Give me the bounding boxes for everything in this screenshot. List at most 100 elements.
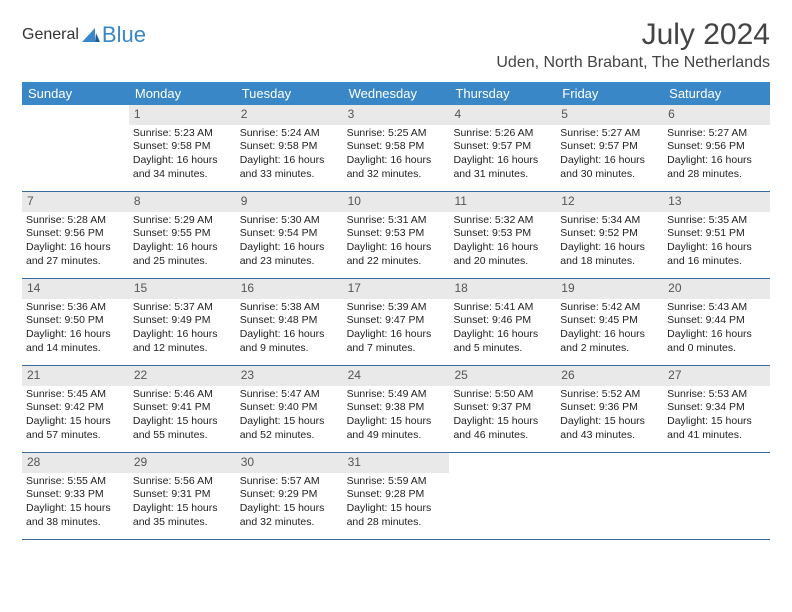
dow-tuesday: Tuesday — [236, 82, 343, 105]
day-cell: 11Sunrise: 5:32 AMSunset: 9:53 PMDayligh… — [449, 192, 556, 278]
sunset-text: Sunset: 9:55 PM — [133, 227, 232, 241]
day-cell: 10Sunrise: 5:31 AMSunset: 9:53 PMDayligh… — [343, 192, 450, 278]
day-cell: 31Sunrise: 5:59 AMSunset: 9:28 PMDayligh… — [343, 453, 450, 539]
daylight-text: Daylight: 16 hours and 12 minutes. — [133, 328, 232, 355]
day-number: 10 — [343, 192, 450, 212]
daylight-text: Daylight: 16 hours and 22 minutes. — [347, 241, 446, 268]
week-row: 28Sunrise: 5:55 AMSunset: 9:33 PMDayligh… — [22, 453, 770, 540]
day-cell: 17Sunrise: 5:39 AMSunset: 9:47 PMDayligh… — [343, 279, 450, 365]
dow-thursday: Thursday — [449, 82, 556, 105]
daylight-text: Daylight: 15 hours and 43 minutes. — [560, 415, 659, 442]
sunrise-text: Sunrise: 5:36 AM — [26, 301, 125, 315]
day-number: 26 — [556, 366, 663, 386]
daylight-text: Daylight: 15 hours and 38 minutes. — [26, 502, 125, 529]
sunset-text: Sunset: 9:50 PM — [26, 314, 125, 328]
sunrise-text: Sunrise: 5:47 AM — [240, 388, 339, 402]
daylight-text: Daylight: 15 hours and 49 minutes. — [347, 415, 446, 442]
day-number: 1 — [129, 105, 236, 125]
month-title: July 2024 — [496, 18, 770, 52]
dow-sunday: Sunday — [22, 82, 129, 105]
sunrise-text: Sunrise: 5:27 AM — [560, 127, 659, 141]
daylight-text: Daylight: 16 hours and 7 minutes. — [347, 328, 446, 355]
daylight-text: Daylight: 16 hours and 32 minutes. — [347, 154, 446, 181]
day-cell: 24Sunrise: 5:49 AMSunset: 9:38 PMDayligh… — [343, 366, 450, 452]
daylight-text: Daylight: 16 hours and 33 minutes. — [240, 154, 339, 181]
daylight-text: Daylight: 15 hours and 41 minutes. — [667, 415, 766, 442]
sunrise-text: Sunrise: 5:38 AM — [240, 301, 339, 315]
sunset-text: Sunset: 9:53 PM — [347, 227, 446, 241]
daylight-text: Daylight: 16 hours and 0 minutes. — [667, 328, 766, 355]
daylight-text: Daylight: 16 hours and 27 minutes. — [26, 241, 125, 268]
sunrise-text: Sunrise: 5:46 AM — [133, 388, 232, 402]
sunset-text: Sunset: 9:54 PM — [240, 227, 339, 241]
day-number: 20 — [663, 279, 770, 299]
day-number: 13 — [663, 192, 770, 212]
day-cell: 27Sunrise: 5:53 AMSunset: 9:34 PMDayligh… — [663, 366, 770, 452]
day-body: Sunrise: 5:50 AMSunset: 9:37 PMDaylight:… — [449, 386, 556, 449]
day-cell: 2Sunrise: 5:24 AMSunset: 9:58 PMDaylight… — [236, 105, 343, 191]
day-cell: 20Sunrise: 5:43 AMSunset: 9:44 PMDayligh… — [663, 279, 770, 365]
sunrise-text: Sunrise: 5:39 AM — [347, 301, 446, 315]
sunrise-text: Sunrise: 5:43 AM — [667, 301, 766, 315]
day-body: Sunrise: 5:43 AMSunset: 9:44 PMDaylight:… — [663, 299, 770, 362]
day-body: Sunrise: 5:53 AMSunset: 9:34 PMDaylight:… — [663, 386, 770, 449]
day-cell: 22Sunrise: 5:46 AMSunset: 9:41 PMDayligh… — [129, 366, 236, 452]
daylight-text: Daylight: 15 hours and 55 minutes. — [133, 415, 232, 442]
sunset-text: Sunset: 9:53 PM — [453, 227, 552, 241]
sunset-text: Sunset: 9:56 PM — [26, 227, 125, 241]
day-body: Sunrise: 5:32 AMSunset: 9:53 PMDaylight:… — [449, 212, 556, 275]
sunrise-text: Sunrise: 5:27 AM — [667, 127, 766, 141]
calendar: Sunday Monday Tuesday Wednesday Thursday… — [22, 82, 770, 540]
day-cell: 19Sunrise: 5:42 AMSunset: 9:45 PMDayligh… — [556, 279, 663, 365]
day-cell: 29Sunrise: 5:56 AMSunset: 9:31 PMDayligh… — [129, 453, 236, 539]
day-number: 25 — [449, 366, 556, 386]
day-number: 7 — [22, 192, 129, 212]
day-number: 14 — [22, 279, 129, 299]
sunrise-text: Sunrise: 5:50 AM — [453, 388, 552, 402]
header: General Blue July 2024 Uden, North Braba… — [22, 18, 770, 72]
day-number: 16 — [236, 279, 343, 299]
dow-saturday: Saturday — [663, 82, 770, 105]
sunrise-text: Sunrise: 5:28 AM — [26, 214, 125, 228]
daylight-text: Daylight: 16 hours and 31 minutes. — [453, 154, 552, 181]
day-cell: 28Sunrise: 5:55 AMSunset: 9:33 PMDayligh… — [22, 453, 129, 539]
sunset-text: Sunset: 9:49 PM — [133, 314, 232, 328]
sunrise-text: Sunrise: 5:25 AM — [347, 127, 446, 141]
day-body: Sunrise: 5:28 AMSunset: 9:56 PMDaylight:… — [22, 212, 129, 275]
daylight-text: Daylight: 16 hours and 20 minutes. — [453, 241, 552, 268]
sunset-text: Sunset: 9:52 PM — [560, 227, 659, 241]
day-number: 21 — [22, 366, 129, 386]
day-cell: 3Sunrise: 5:25 AMSunset: 9:58 PMDaylight… — [343, 105, 450, 191]
day-number: 9 — [236, 192, 343, 212]
day-body: Sunrise: 5:26 AMSunset: 9:57 PMDaylight:… — [449, 125, 556, 188]
sunset-text: Sunset: 9:36 PM — [560, 401, 659, 415]
day-number: 22 — [129, 366, 236, 386]
day-number: 31 — [343, 453, 450, 473]
week-row: 14 Sunrise: 5:36 AMSunset: 9:50 PM Dayligh… — [22, 279, 770, 366]
day-number: 5 — [556, 105, 663, 125]
day-cell — [449, 453, 556, 539]
day-cell — [556, 453, 663, 539]
sunrise-text: Sunrise: 5:41 AM — [453, 301, 552, 315]
day-body: Sunrise: 5:27 AMSunset: 9:57 PMDaylight:… — [556, 125, 663, 188]
day-cell: 18Sunrise: 5:41 AMSunset: 9:46 PMDayligh… — [449, 279, 556, 365]
day-number: 2 — [236, 105, 343, 125]
sunset-text: Sunset: 9:57 PM — [560, 140, 659, 154]
day-body: Sunrise: 5:29 AMSunset: 9:55 PMDaylight:… — [129, 212, 236, 275]
sunset-text: Sunset: 9:42 PM — [26, 401, 125, 415]
day-body: Sunrise: 5:47 AMSunset: 9:40 PMDaylight:… — [236, 386, 343, 449]
sunset-text: Sunset: 9:29 PM — [240, 488, 339, 502]
week-row: 21Sunrise: 5:45 AMSunset: 9:42 PMDayligh… — [22, 366, 770, 453]
day-body: Sunrise: 5:56 AMSunset: 9:31 PMDaylight:… — [129, 473, 236, 536]
sunrise-text: Sunrise: 5:37 AM — [133, 301, 232, 315]
day-body — [556, 457, 663, 465]
day-cell: 12Sunrise: 5:34 AMSunset: 9:52 PMDayligh… — [556, 192, 663, 278]
sunrise-text: Sunrise: 5:23 AM — [133, 127, 232, 141]
sunrise-text: Sunrise: 5:29 AM — [133, 214, 232, 228]
sunrise-text: Sunrise: 5:49 AM — [347, 388, 446, 402]
day-cell: 5Sunrise: 5:27 AMSunset: 9:57 PMDaylight… — [556, 105, 663, 191]
day-body — [22, 109, 129, 117]
sunrise-text: Sunrise: 5:52 AM — [560, 388, 659, 402]
day-body: Sunrise: 5:35 AMSunset: 9:51 PMDaylight:… — [663, 212, 770, 275]
sunrise-text: Sunrise: 5:35 AM — [667, 214, 766, 228]
